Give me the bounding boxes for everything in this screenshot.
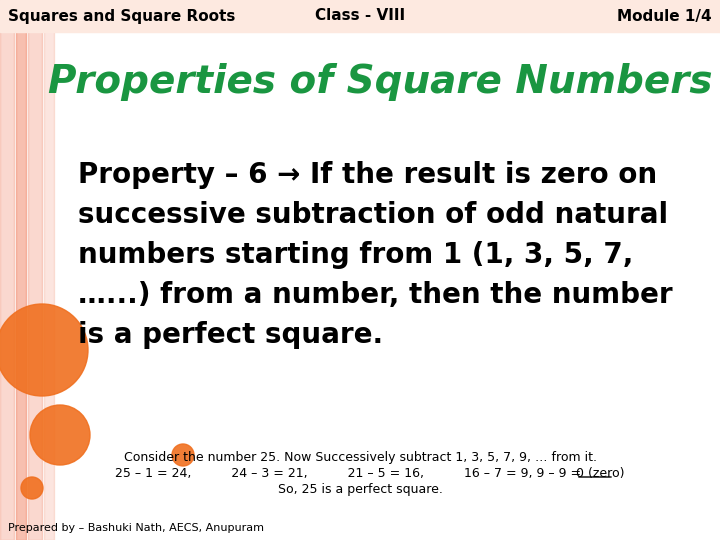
Text: So, 25 is a perfect square.: So, 25 is a perfect square. [278, 483, 442, 496]
Circle shape [21, 477, 43, 499]
Text: Consider the number 25. Now Successively subtract 1, 3, 5, 7, 9, … from it.: Consider the number 25. Now Successively… [124, 451, 596, 464]
Text: numbers starting from 1 (1, 3, 5, 7,: numbers starting from 1 (1, 3, 5, 7, [78, 241, 634, 269]
Text: Squares and Square Roots: Squares and Square Roots [8, 9, 235, 24]
Text: 25 – 1 = 24,          24 – 3 = 21,          21 – 5 = 16,          16 – 7 = 9, 9 : 25 – 1 = 24, 24 – 3 = 21, 21 – 5 = 16, 1… [115, 468, 585, 481]
Text: 0 (zero): 0 (zero) [576, 468, 624, 481]
Bar [44, 0, 54, 540]
Circle shape [172, 444, 194, 466]
Text: …...) from a number, then the number: …...) from a number, then the number [78, 281, 672, 309]
Bar [28, 0, 42, 540]
Circle shape [0, 304, 88, 396]
Text: is a perfect square.: is a perfect square. [78, 321, 383, 349]
Text: successive subtraction of odd natural: successive subtraction of odd natural [78, 201, 668, 229]
Circle shape [30, 405, 90, 465]
Text: Class - VIII: Class - VIII [315, 9, 405, 24]
Bar [16, 0, 26, 540]
Text: Module 1/4: Module 1/4 [617, 9, 712, 24]
Text: Properties of Square Numbers: Properties of Square Numbers [48, 63, 712, 101]
Text: Prepared by – Bashuki Nath, AECS, Anupuram: Prepared by – Bashuki Nath, AECS, Anupur… [8, 523, 264, 533]
Text: Property – 6 → If the result is zero on: Property – 6 → If the result is zero on [78, 161, 657, 189]
Bar [0, 0, 14, 540]
Bar [0, 0, 720, 32]
